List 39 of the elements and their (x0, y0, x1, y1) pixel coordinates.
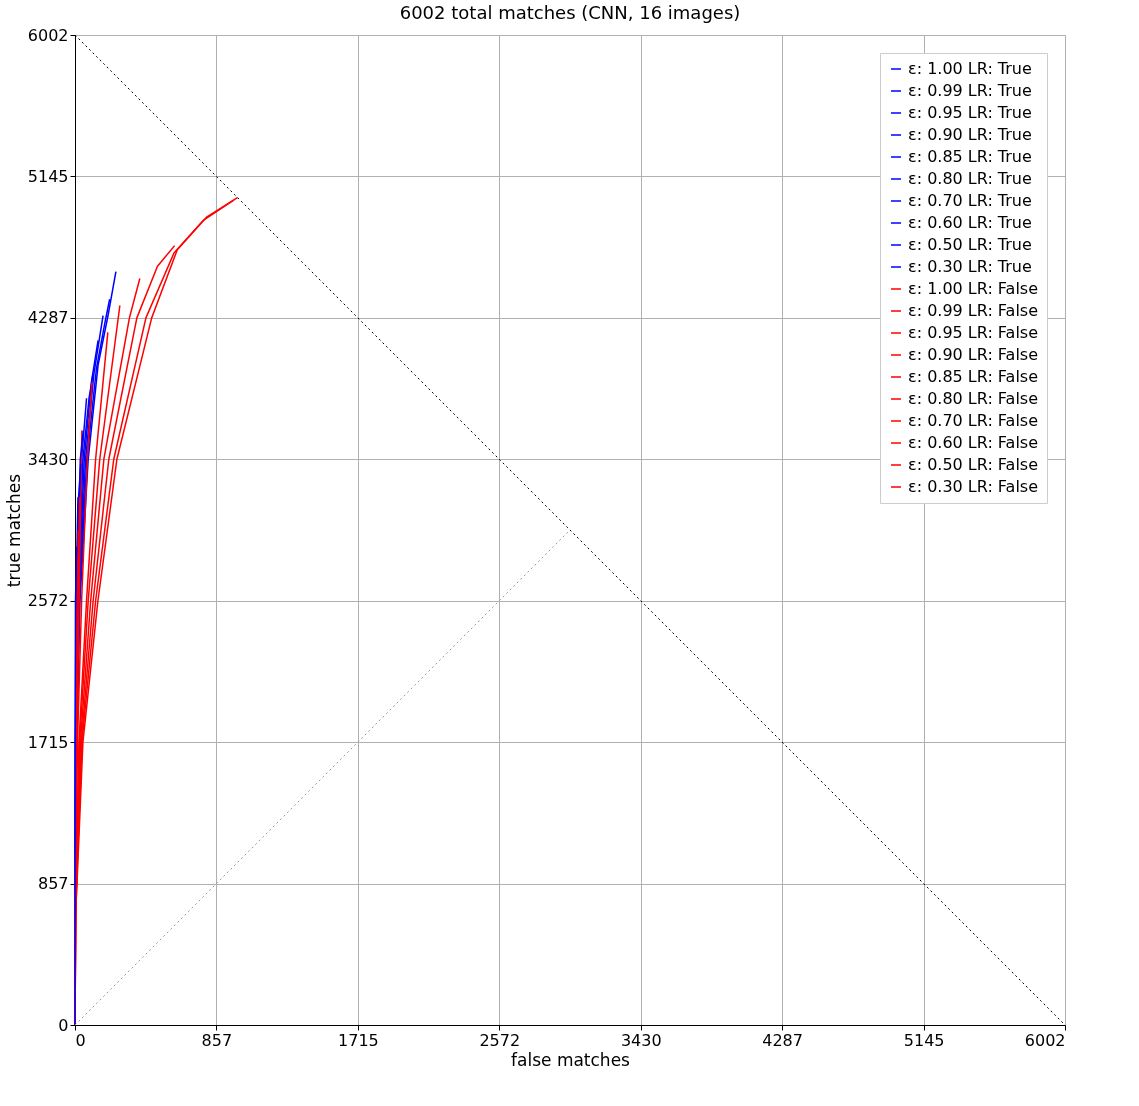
y-tick-label: 857 (37, 874, 69, 894)
y-axis-title: true matches (3, 473, 24, 588)
y-tick-label: 4287 (27, 308, 69, 328)
legend-label: ε: 0.60 LR: True (908, 213, 1032, 232)
legend-label: ε: 0.95 LR: True (908, 103, 1032, 122)
legend-label: ε: 0.30 LR: False (908, 477, 1039, 496)
legend-label: ε: 1.00 LR: True (908, 59, 1032, 78)
x-tick-label: 6002 (1024, 1030, 1066, 1050)
legend-label: ε: 0.30 LR: True (908, 257, 1032, 276)
legend-label: ε: 0.85 LR: False (908, 367, 1039, 386)
x-axis-title: false matches (511, 1049, 631, 1070)
legend-label: ε: 0.50 LR: True (908, 235, 1032, 254)
chart-title: 6002 total matches (CNN, 16 images) (399, 2, 741, 23)
legend-label: ε: 0.85 LR: True (908, 147, 1032, 166)
y-tick-label: 2572 (27, 591, 69, 611)
x-tick-label: 4287 (762, 1030, 803, 1050)
legend-label: ε: 0.99 LR: True (908, 81, 1032, 100)
legend-label: ε: 0.95 LR: False (908, 323, 1039, 342)
x-tick-label: 1715 (338, 1030, 379, 1050)
y-tick-label: 5145 (27, 166, 69, 186)
legend-label: ε: 0.99 LR: False (908, 301, 1039, 320)
legend-label: ε: 0.50 LR: False (908, 455, 1039, 474)
y-tick-label: 6002 (27, 25, 69, 45)
legend-label: ε: 0.60 LR: False (908, 433, 1039, 452)
legend-label: ε: 0.90 LR: True (908, 125, 1032, 144)
legend-label: ε: 0.70 LR: False (908, 411, 1039, 430)
legend-label: ε: 0.80 LR: True (908, 169, 1032, 188)
y-tick-label: 1715 (27, 732, 69, 752)
x-tick-label: 2572 (479, 1030, 521, 1050)
y-tick-label: 0 (58, 1015, 69, 1035)
x-tick-label: 5145 (903, 1030, 945, 1050)
x-tick-label: 857 (201, 1030, 233, 1050)
legend-label: ε: 0.70 LR: True (908, 191, 1032, 210)
x-tick-label: 3430 (620, 1030, 662, 1050)
y-tick-label: 3430 (27, 449, 69, 469)
legend-label: ε: 1.00 LR: False (908, 279, 1039, 298)
legend-label: ε: 0.90 LR: False (908, 345, 1039, 364)
x-tick-label: 0 (75, 1030, 86, 1050)
legend-label: ε: 0.80 LR: False (908, 389, 1039, 408)
